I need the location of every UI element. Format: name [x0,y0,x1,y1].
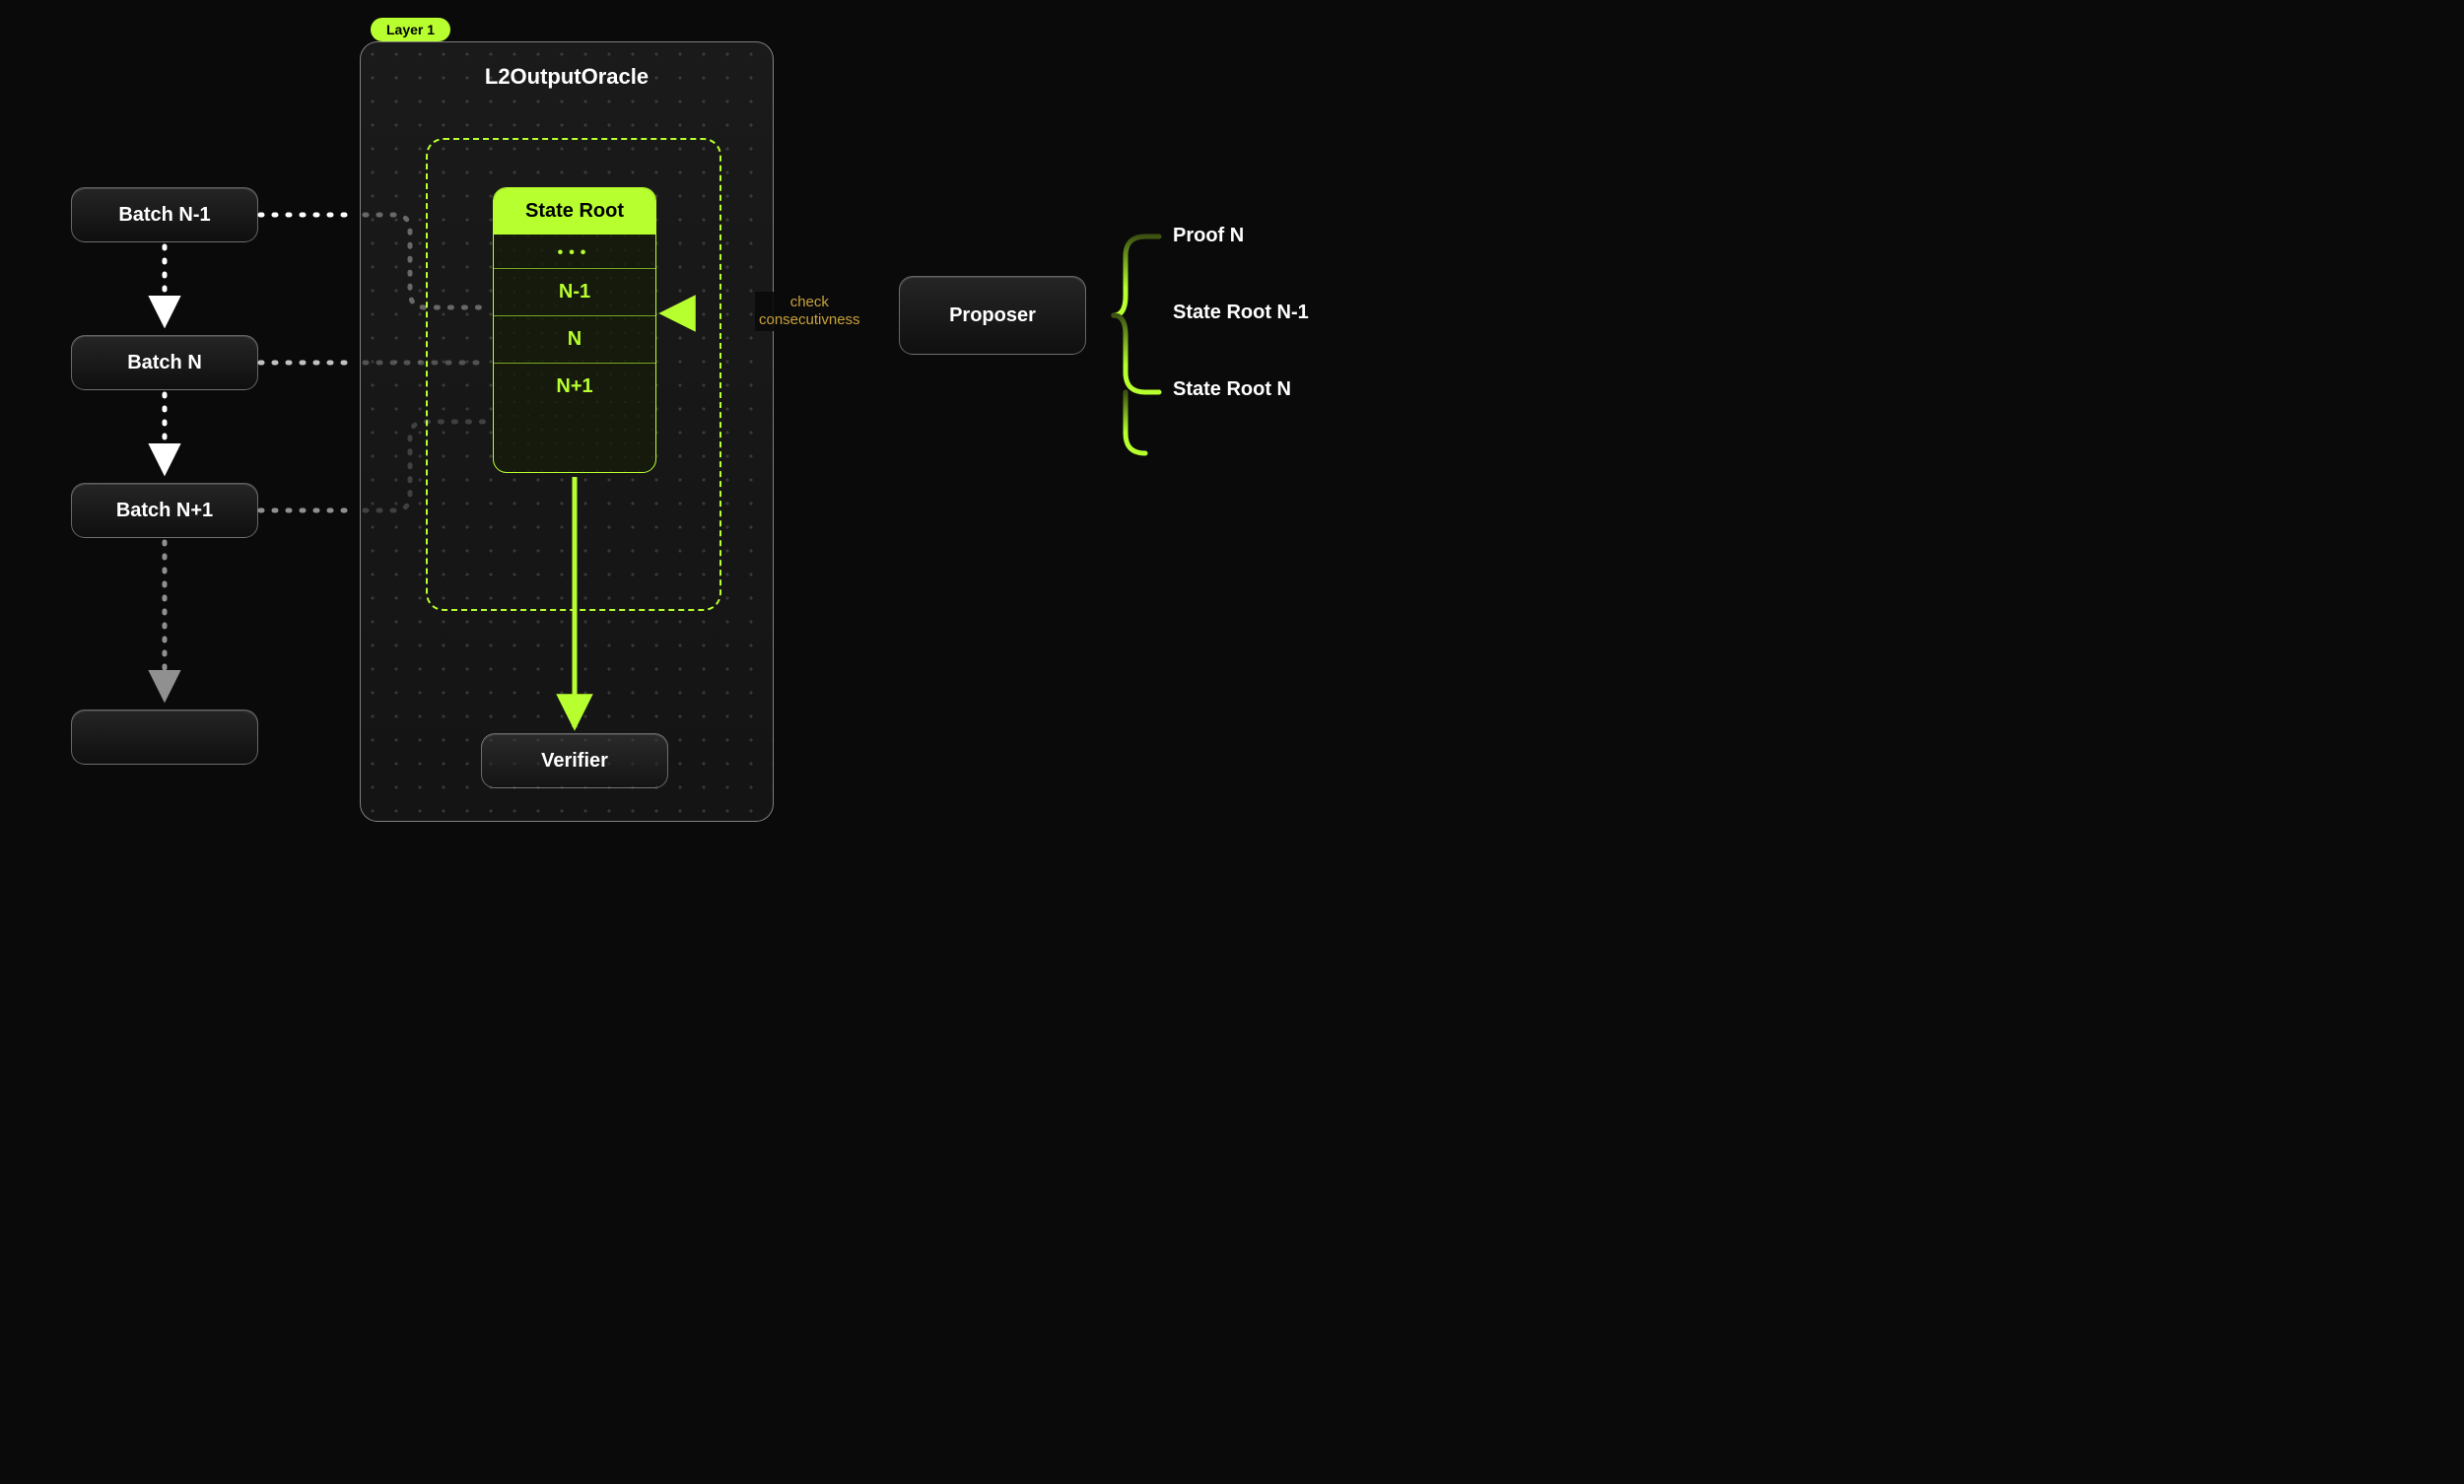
state-root-row: N [494,316,655,364]
batch-node: Batch N-1 [71,187,258,242]
verifier-node: Verifier [481,733,668,788]
batch-node: Batch N+1 [71,483,258,538]
proposer-output-label: State Root N [1173,378,1291,401]
check-line1: check [790,294,829,310]
state-root-ellipsis: ••• [494,235,655,269]
batch-label: Batch N-1 [118,204,210,227]
verifier-label: Verifier [541,750,608,773]
state-root-box: State Root ••• N-1 N N+1 [493,187,656,473]
batch-label: Batch N+1 [116,500,213,522]
batch-label: Batch N [127,352,202,374]
proposer-output-label: State Root N-1 [1173,302,1309,324]
proposer-output-label: Proof N [1173,225,1244,247]
state-root-header: State Root [494,188,655,235]
panel-title: L2OutputOracle [361,64,773,90]
layer-tag: Layer 1 [371,18,450,41]
proposer-output-bracket [1088,236,1159,453]
batch-node-empty [71,709,258,765]
state-root-row: N-1 [494,269,655,316]
proposer-label: Proposer [949,304,1036,327]
batch-node: Batch N [71,335,258,390]
check-line2: consecutivness [759,311,860,328]
check-consecutiveness-label: check consecutivness [755,292,864,331]
state-root-row: N+1 [494,364,655,410]
proposer-node: Proposer [899,276,1086,355]
